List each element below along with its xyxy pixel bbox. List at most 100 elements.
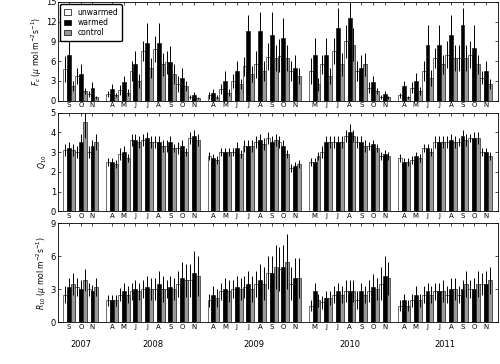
Bar — [282, 146, 286, 211]
Bar — [223, 81, 227, 101]
Bar — [278, 142, 281, 211]
Bar — [309, 162, 312, 211]
Bar — [142, 289, 145, 322]
Bar — [293, 166, 297, 211]
Bar — [316, 156, 320, 211]
Bar — [157, 284, 160, 322]
Bar — [309, 71, 312, 101]
Bar — [138, 81, 141, 101]
Bar — [254, 284, 258, 322]
Bar — [86, 289, 90, 322]
Bar — [312, 162, 316, 211]
Bar — [449, 289, 453, 322]
Bar — [445, 142, 449, 211]
Bar — [208, 156, 212, 211]
Bar — [430, 152, 434, 211]
Bar — [472, 289, 476, 322]
Bar — [153, 289, 157, 322]
Bar — [266, 273, 270, 322]
Bar — [196, 98, 200, 101]
Bar — [231, 152, 234, 211]
Bar — [468, 55, 472, 101]
Bar — [196, 140, 200, 211]
Bar — [64, 69, 67, 101]
Bar — [212, 93, 216, 101]
Bar — [223, 289, 227, 322]
Bar — [246, 31, 250, 101]
Bar — [79, 289, 83, 322]
Bar — [138, 292, 141, 322]
Bar — [324, 55, 328, 101]
Bar — [340, 142, 344, 211]
Bar — [234, 287, 238, 322]
Text: 2010: 2010 — [339, 340, 360, 349]
Bar — [328, 76, 332, 101]
Bar — [278, 56, 281, 101]
Bar — [480, 152, 484, 211]
Bar — [426, 45, 430, 101]
Bar — [142, 140, 145, 211]
Bar — [309, 306, 312, 322]
Bar — [410, 87, 414, 101]
Text: 2009: 2009 — [244, 340, 264, 349]
Bar — [126, 93, 130, 101]
Bar — [468, 289, 472, 322]
Bar — [375, 148, 379, 211]
Bar — [453, 58, 456, 101]
Bar — [67, 287, 71, 322]
Bar — [293, 68, 297, 101]
Bar — [270, 35, 274, 101]
Bar — [367, 87, 371, 101]
Bar — [94, 142, 98, 211]
Bar — [246, 284, 250, 322]
Bar — [488, 156, 492, 211]
Bar — [316, 84, 320, 101]
Bar — [208, 95, 212, 101]
Bar — [238, 84, 242, 101]
Bar — [75, 76, 79, 101]
Bar — [118, 154, 122, 211]
Bar — [192, 136, 196, 211]
Bar — [418, 300, 422, 322]
Bar — [484, 71, 488, 101]
Bar — [180, 146, 184, 211]
Bar — [286, 58, 289, 101]
Bar — [449, 35, 453, 101]
Text: 2011: 2011 — [434, 340, 456, 349]
Bar — [406, 98, 410, 101]
Bar — [274, 58, 278, 101]
Bar — [363, 295, 367, 322]
Bar — [79, 142, 83, 211]
Bar — [157, 142, 160, 211]
Bar — [192, 273, 196, 322]
Bar — [149, 289, 153, 322]
Bar — [289, 168, 293, 211]
Bar — [312, 55, 316, 101]
Bar — [371, 287, 375, 322]
Bar — [106, 162, 110, 211]
Bar — [460, 289, 464, 322]
Bar — [184, 86, 188, 101]
Bar — [134, 289, 138, 322]
Bar — [426, 148, 430, 211]
Bar — [160, 64, 164, 101]
Bar — [464, 284, 468, 322]
Bar — [168, 287, 172, 322]
Bar — [348, 132, 352, 211]
Bar — [90, 146, 94, 211]
Bar — [234, 71, 238, 101]
Bar — [126, 295, 130, 322]
Bar — [456, 58, 460, 101]
Bar — [336, 28, 340, 101]
Bar — [130, 292, 134, 322]
Bar — [356, 142, 360, 211]
Bar — [382, 94, 386, 101]
Bar — [406, 162, 410, 211]
Bar — [386, 156, 390, 211]
Bar — [480, 78, 484, 101]
Bar — [86, 152, 90, 211]
Bar — [212, 158, 216, 211]
Bar — [67, 148, 71, 211]
Bar — [410, 160, 414, 211]
Bar — [142, 51, 145, 101]
